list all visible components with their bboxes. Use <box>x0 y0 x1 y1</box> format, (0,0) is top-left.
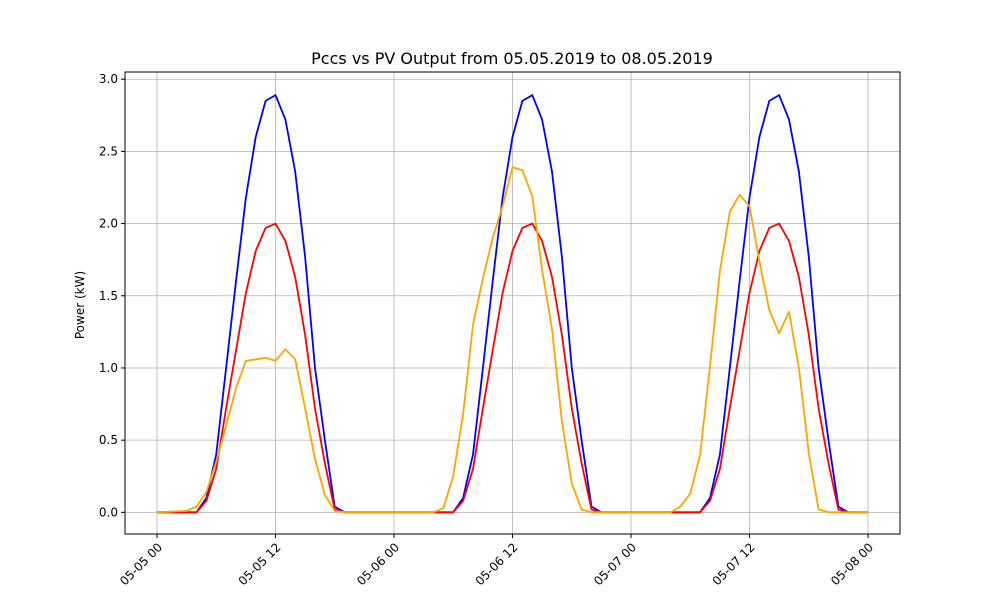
series-line-2 <box>157 222 868 514</box>
series-line-3 <box>156 166 868 514</box>
x-tick-label: 05-07 00 <box>591 540 639 588</box>
y-axis-label: Power (kW) <box>73 271 87 339</box>
series-line-1 <box>157 94 868 514</box>
grid <box>125 72 900 534</box>
y-tick-label: 1.0 <box>99 361 118 375</box>
y-axis-ticks: 0.0 0.5 1.0 1.5 2.0 2.5 3.0 <box>99 72 125 519</box>
x-tick-label: 05-06 12 <box>473 540 521 588</box>
x-axis-ticks: 05-05 00 05-05 12 05-06 00 05-06 12 05-07 00… <box>117 534 876 588</box>
x-tick-label: 05-07 12 <box>710 540 758 588</box>
y-tick-label: 2.5 <box>99 144 118 158</box>
y-tick-label: 0.0 <box>99 505 118 519</box>
y-tick-label: 2.0 <box>99 217 118 231</box>
y-tick-label: 1.5 <box>99 289 118 303</box>
chart-title: Pccs vs PV Output from 05.05.2019 to 08.… <box>311 49 713 68</box>
x-tick-label: 05-06 00 <box>354 540 402 588</box>
y-tick-label: 3.0 <box>99 72 118 86</box>
series-lines <box>156 94 868 514</box>
x-tick-label: 05-05 00 <box>117 540 165 588</box>
x-tick-label: 05-05 12 <box>236 540 284 588</box>
x-tick-label: 05-08 00 <box>828 540 876 588</box>
y-tick-label: 0.5 <box>99 433 118 447</box>
